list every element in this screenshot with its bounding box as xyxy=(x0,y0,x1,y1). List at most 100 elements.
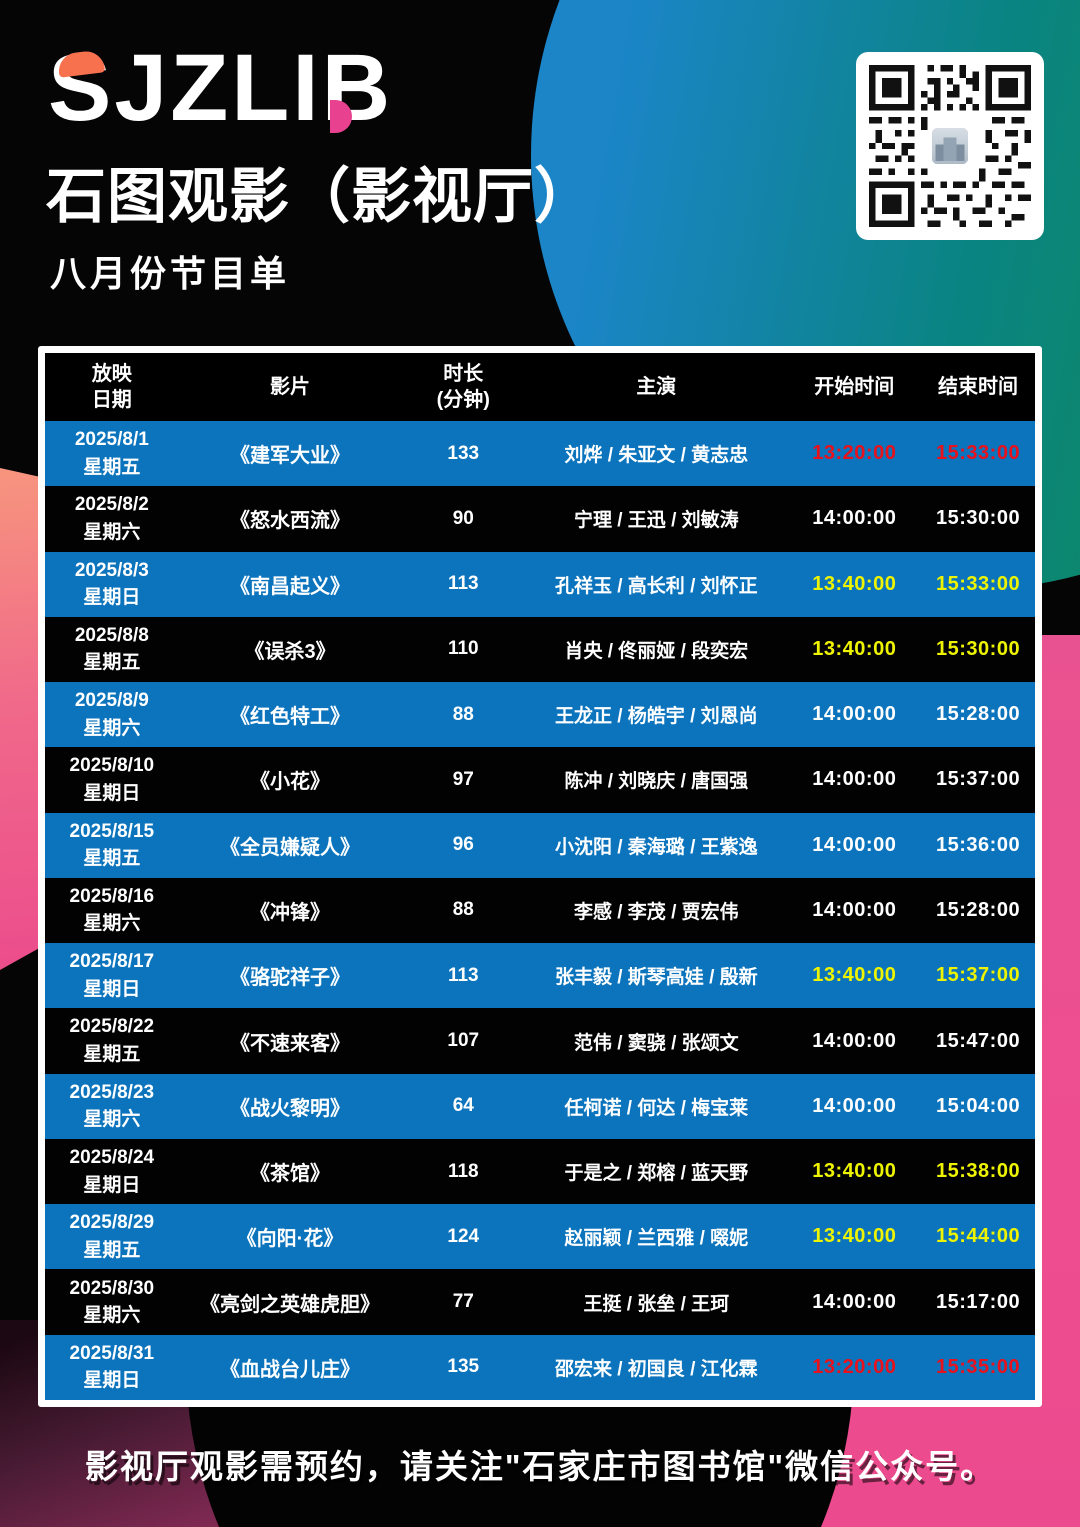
table-row: 2025/8/8 星期五 《误杀3》 110 肖央 / 佟丽娅 / 段奕宏 13… xyxy=(45,616,1035,683)
weekday-text: 星期六 xyxy=(83,717,141,739)
schedule-table: 放映 日期 影片 时长 (分钟) 主演 开始时间 结束时间 2025/8/1 星… xyxy=(38,346,1042,1407)
cell-end-time: 15:28:00 xyxy=(936,703,1021,726)
cell-film-title: 《向阳·花》 xyxy=(236,1228,344,1251)
date-text: 2025/8/10 xyxy=(69,755,155,777)
date-text: 2025/8/29 xyxy=(69,1212,155,1234)
cell-end-time: 15:28:00 xyxy=(936,898,1021,921)
weekday-text: 星期六 xyxy=(83,1305,141,1327)
weekday-text: 星期五 xyxy=(83,1044,141,1066)
cell-screening-date: 2025/8/23 星期六 xyxy=(45,1079,179,1134)
cell-screening-date: 2025/8/30 星期六 xyxy=(45,1275,179,1330)
cell-cast: 于是之 / 郑榕 / 蓝天野 xyxy=(564,1163,749,1185)
date-text: 2025/8/16 xyxy=(69,885,155,907)
date-text: 2025/8/8 xyxy=(74,624,149,646)
cell-duration: 135 xyxy=(447,1356,480,1378)
cell-end-time: 15:47:00 xyxy=(936,1029,1021,1052)
cell-duration: 64 xyxy=(452,1095,474,1117)
cell-film-title: 《血战台儿庄》 xyxy=(220,1358,361,1381)
date-text: 2025/8/23 xyxy=(69,1081,155,1103)
table-row: 2025/8/30 星期六 《亮剑之英雄虎胆》 77 王挺 / 张垒 / 王珂 … xyxy=(45,1269,1035,1335)
cell-cast: 任柯诺 / 何达 / 梅宝莱 xyxy=(564,1097,749,1119)
cell-film-title: 《战火黎明》 xyxy=(230,1097,351,1120)
cell-duration: 88 xyxy=(452,703,474,725)
cell-duration: 118 xyxy=(447,1160,479,1182)
cell-screening-date: 2025/8/16 星期六 xyxy=(45,883,179,938)
cell-cast: 宁理 / 王迅 / 刘敏涛 xyxy=(573,510,739,532)
cell-cast: 邵宏来 / 初国良 / 江化霖 xyxy=(554,1358,758,1380)
cell-duration: 97 xyxy=(452,768,474,790)
cell-duration: 96 xyxy=(452,834,474,856)
cell-cast: 孔祥玉 / 高长利 / 刘怀正 xyxy=(554,575,758,597)
cell-screening-date: 2025/8/17 星期日 xyxy=(45,948,179,1003)
cell-screening-date: 2025/8/31 星期日 xyxy=(45,1340,179,1395)
table-row: 2025/8/1 星期五 《建军大业》 133 刘烨 / 朱亚文 / 黄志忠 1… xyxy=(45,421,1035,487)
cell-end-time: 15:38:00 xyxy=(936,1160,1021,1183)
cell-start-time: 13:40:00 xyxy=(812,637,897,660)
weekday-text: 星期五 xyxy=(83,848,141,870)
column-header: 结束时间 xyxy=(938,376,1019,398)
cell-screening-date: 2025/8/3 星期日 xyxy=(45,557,179,612)
column-header: 放映 日期 xyxy=(91,363,132,411)
cell-duration: 124 xyxy=(447,1225,480,1247)
weekday-text: 星期日 xyxy=(83,1370,141,1392)
cell-end-time: 15:17:00 xyxy=(936,1290,1021,1313)
cell-duration: 113 xyxy=(447,964,479,986)
cell-screening-date: 2025/8/24 星期日 xyxy=(45,1144,179,1199)
cell-start-time: 13:20:00 xyxy=(812,442,897,465)
cell-end-time: 15:36:00 xyxy=(936,833,1021,856)
qr-code-pattern xyxy=(869,65,1031,227)
weekday-text: 星期日 xyxy=(83,587,141,609)
date-text: 2025/8/9 xyxy=(74,690,149,712)
cell-end-time: 15:44:00 xyxy=(936,1225,1021,1248)
cell-start-time: 13:40:00 xyxy=(812,1160,897,1183)
cell-start-time: 14:00:00 xyxy=(812,1029,897,1052)
cell-end-time: 15:35:00 xyxy=(936,1355,1021,1378)
cell-start-time: 14:00:00 xyxy=(812,703,897,726)
cell-screening-date: 2025/8/22 星期五 xyxy=(45,1013,179,1068)
weekday-text: 星期六 xyxy=(83,913,141,935)
table-row: 2025/8/29 星期五 《向阳·花》 124 赵丽颖 / 兰西雅 / 啜妮 … xyxy=(45,1204,1035,1270)
weekday-text: 星期日 xyxy=(83,1174,141,1196)
page-subtitle: 八月份节目单 xyxy=(50,253,291,294)
table-header-row: 放映 日期 影片 时长 (分钟) 主演 开始时间 结束时间 xyxy=(45,353,1035,421)
cell-film-title: 《怒水西流》 xyxy=(230,510,351,533)
date-text: 2025/8/31 xyxy=(69,1342,155,1364)
cell-duration: 88 xyxy=(452,899,474,921)
date-text: 2025/8/22 xyxy=(69,1016,155,1038)
cell-screening-date: 2025/8/15 星期五 xyxy=(45,818,179,873)
cell-film-title: 《冲锋》 xyxy=(250,901,331,924)
cell-cast: 王龙正 / 杨皓宇 / 刘恩尚 xyxy=(554,706,758,728)
table-row: 2025/8/22 星期五 《不速来客》 107 范伟 / 窦骁 / 张颂文 1… xyxy=(45,1008,1035,1074)
cell-screening-date: 2025/8/1 星期五 xyxy=(45,426,179,481)
cell-start-time: 13:40:00 xyxy=(812,1225,897,1248)
cell-cast: 陈冲 / 刘晓庆 / 唐国强 xyxy=(564,771,749,793)
date-text: 2025/8/30 xyxy=(69,1277,155,1299)
cell-end-time: 15:04:00 xyxy=(936,1094,1021,1117)
cell-start-time: 14:00:00 xyxy=(812,1290,897,1313)
cell-screening-date: 2025/8/29 星期五 xyxy=(45,1209,179,1264)
column-header: 时长 (分钟) xyxy=(436,363,490,411)
qr-code xyxy=(856,52,1044,240)
date-text: 2025/8/17 xyxy=(69,951,155,973)
date-text: 2025/8/24 xyxy=(69,1147,155,1168)
table-row: 2025/8/24 星期日 《茶馆》 118 于是之 / 郑榕 / 蓝天野 13… xyxy=(45,1138,1035,1205)
cell-start-time: 14:00:00 xyxy=(812,507,897,530)
cell-film-title: 《不速来客》 xyxy=(230,1032,351,1055)
cell-duration: 113 xyxy=(447,573,479,595)
cell-film-title: 《亮剑之英雄虎胆》 xyxy=(200,1293,381,1316)
column-header: 开始时间 xyxy=(814,376,895,398)
cell-end-time: 15:33:00 xyxy=(936,442,1021,465)
table-row: 2025/8/31 星期日 《血战台儿庄》 135 邵宏来 / 初国良 / 江化… xyxy=(45,1334,1035,1400)
table-row: 2025/8/10 星期日 《小花》 97 陈冲 / 刘晓庆 / 唐国强 14:… xyxy=(45,747,1035,813)
cell-film-title: 《茶馆》 xyxy=(250,1163,331,1186)
date-text: 2025/8/15 xyxy=(69,820,155,842)
logo-accent-pink xyxy=(330,100,352,133)
cell-cast: 肖央 / 佟丽娅 / 段奕宏 xyxy=(564,640,749,662)
qr-center-logo xyxy=(928,124,972,168)
cell-start-time: 13:20:00 xyxy=(812,1355,897,1378)
column-header: 主演 xyxy=(636,376,677,398)
table-row: 2025/8/3 星期日 《南昌起义》 113 孔祥玉 / 高长利 / 刘怀正 … xyxy=(45,551,1035,617)
cell-start-time: 13:40:00 xyxy=(812,572,897,595)
weekday-text: 星期六 xyxy=(83,521,141,543)
